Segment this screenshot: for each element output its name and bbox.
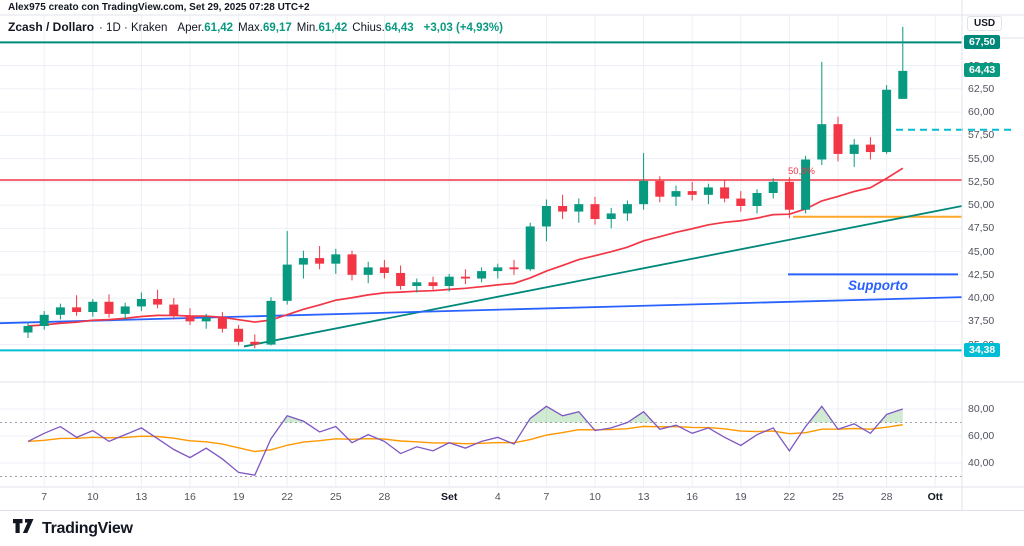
- time-tick-label: 22: [281, 491, 294, 503]
- axis-tick-label: 60,00: [968, 106, 995, 119]
- legend-meta: · 1D · Kraken: [99, 22, 168, 34]
- symbol-title[interactable]: Zcash / Dollaro: [8, 20, 95, 34]
- axis-tick-label: 45,00: [968, 245, 995, 258]
- footer-bar: TradingView: [0, 510, 1024, 546]
- support-label[interactable]: Supporto: [848, 278, 908, 294]
- time-tick-label: 25: [832, 491, 844, 503]
- time-tick-label: 10: [589, 491, 601, 503]
- axis-tick-label: 62,50: [968, 82, 995, 95]
- change-value: +3,03 (+4,93%): [423, 22, 503, 34]
- attribution-text: Alex975 creato con TradingView.com, Set …: [8, 2, 310, 13]
- time-tick-label: 7: [543, 491, 550, 503]
- time-tick-label: 19: [232, 491, 245, 503]
- axis-tick-label: 50,00: [968, 199, 995, 212]
- brand-name[interactable]: TradingView: [42, 519, 133, 537]
- ohlc-value: 61,42: [204, 22, 234, 34]
- time-tick-label: 7: [41, 491, 48, 503]
- time-tick-label: 13: [637, 491, 650, 503]
- ohlc-label: Chius.: [352, 22, 385, 34]
- time-tick-label: 28: [880, 491, 893, 503]
- axis-tick-label: 40,00: [968, 457, 995, 469]
- time-tick-label: 22: [783, 491, 796, 503]
- axis-tick-label: 60,00: [968, 430, 995, 442]
- price-badge: 34,38: [964, 342, 1001, 357]
- axis-tick-label: 47,50: [968, 222, 995, 235]
- axis-tick-label: 42,50: [968, 268, 995, 281]
- ohlc-label: Max.: [238, 22, 263, 34]
- time-tick-label: 16: [184, 491, 196, 503]
- time-tick-label: 13: [135, 491, 148, 503]
- time-tick-label: 25: [329, 491, 342, 503]
- ohlc-values: Aper.61,42 Max.69,17 Min.61,42 Chius.64,43: [172, 22, 413, 34]
- time-tick-label: 10: [86, 491, 99, 503]
- ohlc-value: 61,42: [318, 22, 348, 34]
- fib-level-label[interactable]: 50,0%: [788, 165, 815, 177]
- ohlc-value: 64,43: [384, 22, 414, 34]
- time-axis[interactable]: 7 10 13 16 19 22 25 28 Set 4 7 10 13 16 19 22 25 28 Ott: [0, 488, 962, 510]
- time-tick-label: 4: [494, 491, 501, 503]
- axis-tick-label: 57,50: [968, 129, 995, 142]
- axis-tick-label: 40,00: [968, 292, 995, 305]
- ohlc-label: Min.: [296, 22, 319, 34]
- time-tick-label: 16: [686, 491, 699, 503]
- chart-canvas[interactable]: [0, 0, 1024, 510]
- axis-tick-label: 37,50: [968, 315, 995, 328]
- currency-label[interactable]: USD: [967, 16, 1003, 31]
- ohlc-label: Aper.: [177, 22, 205, 34]
- axis-tick-label: 80,00: [968, 403, 995, 415]
- time-tick-label: Set: [441, 491, 458, 503]
- time-tick-label: 28: [378, 491, 391, 503]
- price-badge: 64,43: [964, 63, 1001, 78]
- ohlc-value: 69,17: [262, 22, 292, 34]
- time-tick-label: 19: [734, 491, 747, 503]
- price-scale[interactable]: USD 65,0062,5060,0057,5055,0052,5050,004…: [962, 0, 1024, 510]
- chart-legend: Zcash / Dollaro · 1D · Kraken Aper.61,42…: [8, 20, 503, 34]
- tradingview-logo-icon[interactable]: [12, 517, 36, 540]
- axis-tick-label: 55,00: [968, 152, 995, 165]
- axis-tick-label: 52,50: [968, 175, 995, 188]
- time-tick-label: Ott: [927, 491, 943, 503]
- price-badge: 67,50: [964, 34, 1001, 49]
